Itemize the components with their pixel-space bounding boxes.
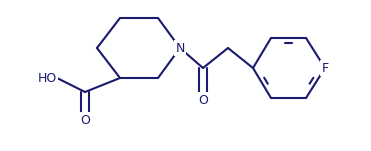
Text: O: O: [198, 93, 208, 106]
Text: N: N: [175, 42, 185, 55]
Text: HO: HO: [38, 72, 57, 85]
Text: F: F: [321, 61, 329, 74]
Text: O: O: [80, 114, 90, 127]
